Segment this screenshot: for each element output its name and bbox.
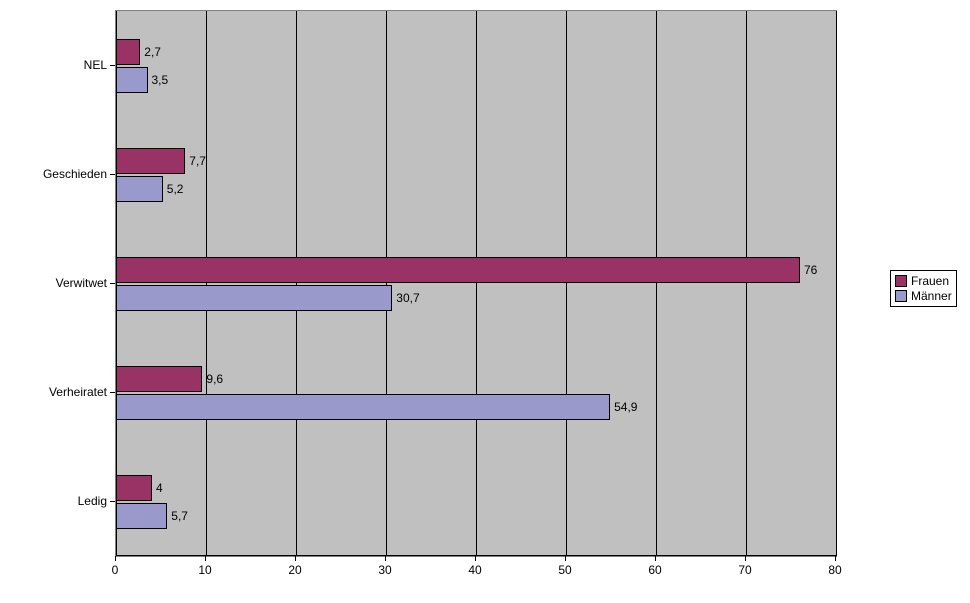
category-label: Verheiratet (49, 385, 107, 399)
bar-value-label: 7,7 (189, 154, 206, 168)
x-tick-mark (655, 556, 656, 561)
x-tick-label: 40 (468, 563, 481, 577)
x-tick-label: 50 (558, 563, 571, 577)
bar-frauen (116, 475, 152, 501)
x-tick-mark (115, 556, 116, 561)
category-label: Verwitwet (56, 276, 107, 290)
x-tick-label: 0 (112, 563, 119, 577)
gridline (206, 11, 207, 556)
x-tick-label: 70 (738, 563, 751, 577)
x-tick-mark (385, 556, 386, 561)
bar-value-label: 3,5 (152, 73, 169, 87)
chart-container: 4 5,7 9,6 54,9 76 30,7 7,7 5,2 2,7 3,5 0 10 20 30 40 5… (0, 0, 970, 603)
x-axis (116, 555, 836, 556)
bar-value-label: 76 (804, 263, 817, 277)
legend-label: Frauen (911, 274, 949, 288)
x-tick-label: 20 (288, 563, 301, 577)
bar-value-label: 30,7 (396, 291, 419, 305)
y-tick-mark (110, 392, 115, 393)
gridline (836, 11, 837, 556)
x-tick-label: 30 (378, 563, 391, 577)
bar-frauen (116, 148, 185, 174)
gridline (296, 11, 297, 556)
x-tick-mark (835, 556, 836, 561)
y-tick-mark (110, 501, 115, 502)
legend-item: Männer (895, 289, 952, 303)
x-tick-mark (745, 556, 746, 561)
bar-maenner (116, 67, 148, 93)
x-tick-mark (295, 556, 296, 561)
bar-value-label: 2,7 (144, 45, 161, 59)
legend-swatch (895, 275, 907, 287)
bar-maenner (116, 285, 392, 311)
category-label: Geschieden (43, 167, 107, 181)
legend-item: Frauen (895, 274, 952, 288)
category-label: NEL (84, 58, 107, 72)
x-tick-mark (205, 556, 206, 561)
bar-maenner (116, 176, 163, 202)
y-tick-mark (110, 283, 115, 284)
legend-label: Männer (911, 289, 952, 303)
bar-value-label: 4 (156, 481, 163, 495)
y-tick-mark (110, 174, 115, 175)
x-tick-label: 80 (828, 563, 841, 577)
legend: FrauenMänner (890, 270, 957, 307)
gridline (656, 11, 657, 556)
bar-maenner (116, 394, 610, 420)
x-tick-label: 60 (648, 563, 661, 577)
x-tick-mark (475, 556, 476, 561)
bar-maenner (116, 503, 167, 529)
x-tick-mark (565, 556, 566, 561)
category-label: Ledig (78, 494, 107, 508)
bar-value-label: 5,2 (167, 182, 184, 196)
bar-value-label: 9,6 (206, 372, 223, 386)
legend-swatch (895, 290, 907, 302)
gridline (386, 11, 387, 556)
x-tick-label: 10 (198, 563, 211, 577)
gridline (746, 11, 747, 556)
bar-frauen (116, 366, 202, 392)
bar-value-label: 54,9 (614, 400, 637, 414)
bar-frauen (116, 257, 800, 283)
gridline (566, 11, 567, 556)
bar-frauen (116, 39, 140, 65)
y-tick-mark (110, 65, 115, 66)
gridline (476, 11, 477, 556)
bar-value-label: 5,7 (171, 509, 188, 523)
plot-area: 4 5,7 9,6 54,9 76 30,7 7,7 5,2 2,7 3,5 (115, 10, 837, 557)
